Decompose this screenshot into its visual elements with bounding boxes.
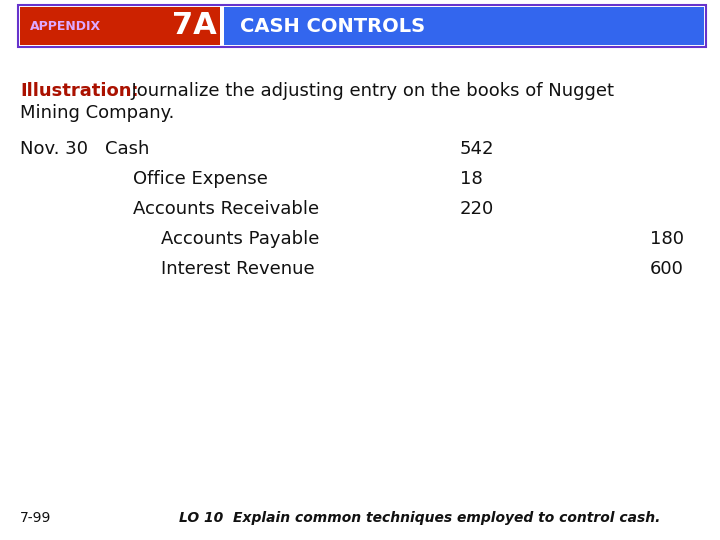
Text: Accounts Payable: Accounts Payable	[161, 230, 320, 248]
FancyBboxPatch shape	[224, 7, 704, 45]
Text: Mining Company.: Mining Company.	[20, 104, 174, 122]
Text: Nov. 30: Nov. 30	[20, 140, 88, 158]
Text: 7-99: 7-99	[20, 511, 51, 525]
Text: Cash: Cash	[105, 140, 149, 158]
Text: APPENDIX: APPENDIX	[30, 19, 101, 32]
Text: Interest Revenue: Interest Revenue	[161, 260, 315, 278]
Text: Illustration:: Illustration:	[20, 82, 139, 100]
Text: 7A: 7A	[172, 10, 217, 39]
Text: Journalize the adjusting entry on the books of Nugget: Journalize the adjusting entry on the bo…	[120, 82, 614, 100]
Text: 180: 180	[650, 230, 684, 248]
Text: 220: 220	[460, 200, 494, 218]
Text: LO 10  Explain common techniques employed to control cash.: LO 10 Explain common techniques employed…	[179, 511, 661, 525]
Text: Accounts Receivable: Accounts Receivable	[133, 200, 319, 218]
Text: CASH CONTROLS: CASH CONTROLS	[240, 17, 425, 36]
FancyBboxPatch shape	[20, 7, 220, 45]
Text: Office Expense: Office Expense	[133, 170, 268, 188]
Text: 18: 18	[460, 170, 482, 188]
Text: 542: 542	[460, 140, 495, 158]
Text: 600: 600	[650, 260, 684, 278]
